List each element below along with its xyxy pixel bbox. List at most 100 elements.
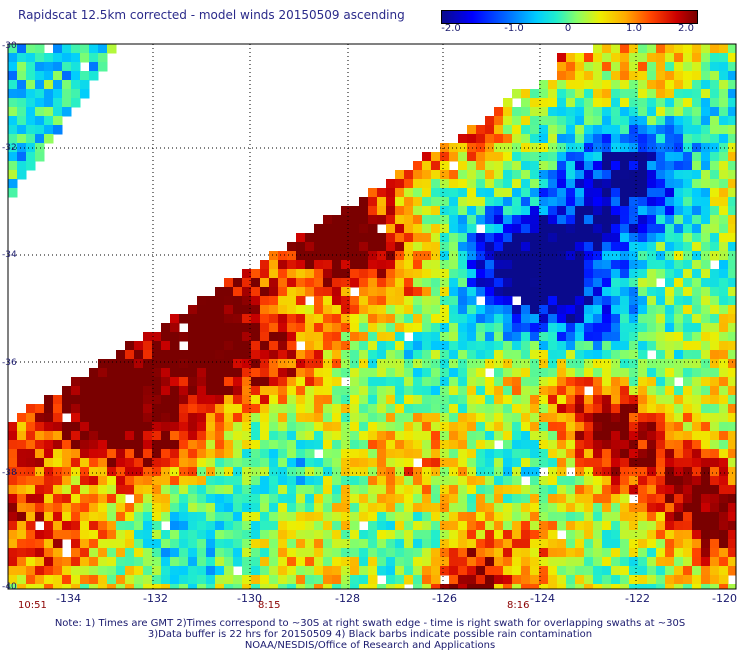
wind-cell — [224, 296, 234, 306]
wind-cell — [278, 458, 288, 468]
wind-cell — [188, 503, 198, 513]
wind-cell — [566, 278, 576, 288]
wind-cell — [539, 152, 549, 162]
wind-cell — [233, 359, 243, 369]
wind-cell — [620, 458, 630, 468]
wind-cell — [422, 332, 432, 342]
wind-cell — [377, 530, 387, 540]
wind-cell — [206, 584, 216, 589]
wind-cell — [494, 323, 504, 333]
wind-cell — [656, 575, 666, 585]
wind-cell — [566, 395, 576, 405]
wind-cell — [710, 170, 720, 180]
wind-cell — [233, 431, 243, 441]
wind-cell — [719, 224, 729, 234]
wind-cell — [566, 575, 576, 585]
wind-cell — [404, 422, 414, 432]
wind-cell — [395, 188, 405, 198]
wind-cell — [395, 332, 405, 342]
wind-cell — [647, 431, 657, 441]
wind-cell — [521, 575, 531, 585]
wind-cell — [638, 548, 648, 558]
wind-cell — [107, 476, 117, 486]
wind-cell — [359, 314, 369, 324]
wind-cell — [251, 512, 261, 522]
wind-cell — [638, 62, 648, 72]
wind-cell — [683, 575, 693, 585]
wind-cell — [206, 449, 216, 459]
wind-cell — [611, 449, 621, 459]
wind-cell — [242, 521, 252, 531]
wind-cell — [215, 521, 225, 531]
wind-cell — [359, 206, 369, 216]
wind-cell — [224, 314, 234, 324]
wind-cell — [557, 521, 567, 531]
wind-cell — [476, 359, 486, 369]
wind-cell — [26, 53, 36, 63]
wind-cell — [629, 224, 639, 234]
wind-cell — [494, 503, 504, 513]
wind-cell — [701, 125, 711, 135]
wind-cell — [404, 431, 414, 441]
wind-cell — [719, 584, 729, 589]
wind-cell — [449, 584, 459, 589]
wind-cell — [611, 305, 621, 315]
wind-cell — [197, 539, 207, 549]
wind-cell — [8, 557, 18, 567]
wind-cell — [566, 98, 576, 108]
wind-cell — [503, 215, 513, 225]
wind-cell — [35, 476, 45, 486]
wind-cell — [440, 341, 450, 351]
wind-cell — [539, 485, 549, 495]
wind-cell — [512, 584, 522, 589]
wind-cell — [242, 422, 252, 432]
wind-cell — [683, 539, 693, 549]
wind-cell — [350, 521, 360, 531]
wind-cell — [557, 143, 567, 153]
wind-cell — [701, 413, 711, 423]
wind-cell — [44, 485, 54, 495]
wind-cell — [359, 440, 369, 450]
wind-cell — [422, 242, 432, 252]
wind-cell — [494, 431, 504, 441]
wind-cell — [656, 71, 666, 81]
wind-cell — [332, 548, 342, 558]
wind-cell — [665, 125, 675, 135]
wind-cell — [719, 287, 729, 297]
wind-cell — [179, 548, 189, 558]
wind-cell — [440, 188, 450, 198]
wind-cell — [512, 476, 522, 486]
wind-cell — [566, 476, 576, 486]
wind-cell — [458, 305, 468, 315]
wind-cell — [440, 170, 450, 180]
wind-cell — [17, 413, 27, 423]
wind-cell — [584, 503, 594, 513]
wind-cell — [341, 548, 351, 558]
wind-cell — [728, 278, 736, 288]
wind-cell — [710, 161, 720, 171]
wind-cell — [413, 161, 423, 171]
wind-cell — [665, 305, 675, 315]
wind-cell — [647, 125, 657, 135]
wind-cell — [620, 512, 630, 522]
wind-cell — [674, 305, 684, 315]
wind-cell — [719, 53, 729, 63]
wind-cell — [368, 449, 378, 459]
wind-cell — [44, 539, 54, 549]
wind-cell — [269, 458, 279, 468]
wind-cell — [611, 278, 621, 288]
wind-cell — [17, 98, 27, 108]
wind-cell — [521, 503, 531, 513]
wind-cell — [557, 431, 567, 441]
wind-cell — [53, 80, 63, 90]
wind-cell — [701, 503, 711, 513]
wind-cell — [611, 206, 621, 216]
wind-cell — [476, 287, 486, 297]
wind-cell — [719, 152, 729, 162]
wind-cell — [584, 107, 594, 117]
wind-cell — [35, 80, 45, 90]
wind-cell — [422, 413, 432, 423]
wind-cell — [188, 467, 198, 477]
wind-cell — [701, 161, 711, 171]
wind-cell — [710, 89, 720, 99]
